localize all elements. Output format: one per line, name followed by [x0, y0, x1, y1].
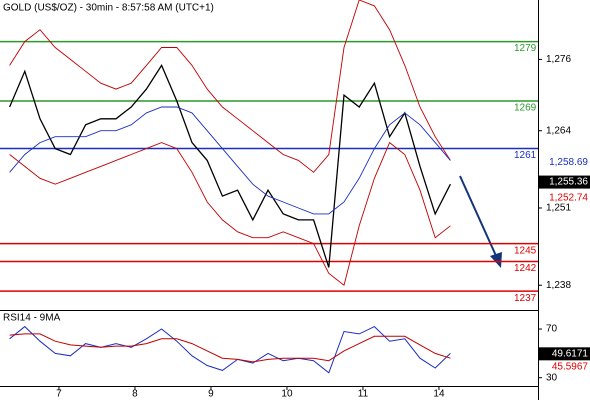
price-readout-box — [539, 191, 590, 204]
rsi-line — [9, 333, 451, 363]
price-readout-box — [539, 156, 590, 169]
rsi-y-tick-label: 70 — [546, 324, 558, 335]
level-label: 1237 — [514, 293, 537, 304]
level-label: 1245 — [514, 245, 537, 256]
level-label: 1261 — [514, 150, 537, 161]
price-readout-box — [538, 175, 590, 189]
x-tick-label: 8 — [132, 389, 138, 400]
y-tick-label: 1,238 — [546, 280, 571, 291]
price-readout: 49.6171 — [552, 348, 589, 359]
rsi-title: RSI14 - 9MA — [3, 313, 61, 324]
price-readout: 45.5967 — [552, 361, 589, 372]
band-line — [9, 0, 451, 173]
chart-title: GOLD (US$/OZ) - 30min - 8:57:58 AM (UTC+… — [3, 3, 214, 14]
price-readout-box — [538, 347, 590, 361]
x-tick-label: 11 — [358, 389, 369, 400]
price-readout: 1,258.69 — [549, 157, 588, 168]
rsi-y-tick-label: 30 — [546, 372, 558, 383]
x-tick-label: 14 — [433, 389, 445, 400]
y-tick-label: 1,264 — [546, 125, 571, 136]
x-tick-label: 10 — [281, 389, 293, 400]
x-tick-label: 7 — [56, 389, 62, 400]
price-readout: 1,255.36 — [549, 177, 588, 188]
x-tick-label: 9 — [208, 389, 214, 400]
price-line — [9, 64, 451, 268]
band-line — [9, 106, 451, 215]
level-label: 1242 — [514, 263, 537, 274]
level-label: 1269 — [514, 103, 537, 114]
y-tick-label: 1,276 — [546, 54, 571, 65]
band-line — [9, 141, 451, 286]
price-readout: 1,252.74 — [549, 192, 588, 203]
y-tick-label: 1,251 — [546, 203, 571, 214]
level-label: 1279 — [514, 43, 537, 54]
price-readout-box — [539, 360, 590, 373]
